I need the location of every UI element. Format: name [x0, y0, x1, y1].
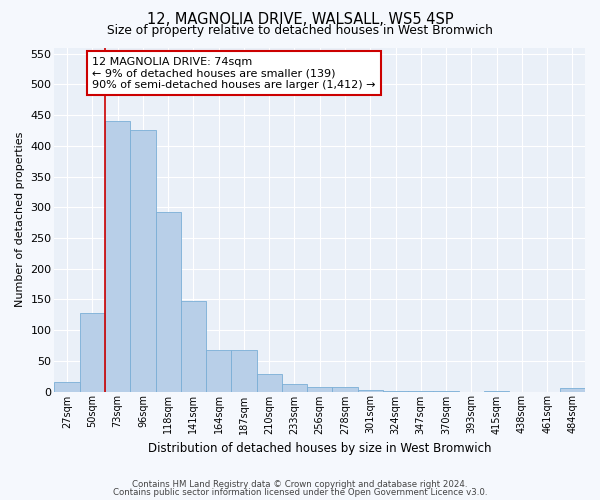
Bar	[383, 391, 408, 392]
Bar	[484, 391, 509, 392]
Bar	[358, 390, 383, 392]
Text: Contains HM Land Registry data © Crown copyright and database right 2024.: Contains HM Land Registry data © Crown c…	[132, 480, 468, 489]
Bar	[105, 121, 130, 392]
Bar	[130, 130, 155, 392]
X-axis label: Distribution of detached houses by size in West Bromwich: Distribution of detached houses by size …	[148, 442, 491, 455]
Bar	[307, 386, 332, 392]
Bar	[155, 212, 181, 392]
Bar	[332, 386, 358, 392]
Bar	[257, 374, 282, 392]
Text: Size of property relative to detached houses in West Bromwich: Size of property relative to detached ho…	[107, 24, 493, 37]
Bar	[282, 384, 307, 392]
Bar	[408, 391, 433, 392]
Bar	[232, 350, 257, 392]
Text: 12 MAGNOLIA DRIVE: 74sqm
← 9% of detached houses are smaller (139)
90% of semi-d: 12 MAGNOLIA DRIVE: 74sqm ← 9% of detache…	[92, 56, 376, 90]
Bar	[206, 350, 232, 392]
Bar	[560, 388, 585, 392]
Text: 12, MAGNOLIA DRIVE, WALSALL, WS5 4SP: 12, MAGNOLIA DRIVE, WALSALL, WS5 4SP	[146, 12, 454, 28]
Bar	[433, 391, 458, 392]
Bar	[80, 313, 105, 392]
Y-axis label: Number of detached properties: Number of detached properties	[15, 132, 25, 307]
Bar	[181, 301, 206, 392]
Bar	[55, 382, 80, 392]
Text: Contains public sector information licensed under the Open Government Licence v3: Contains public sector information licen…	[113, 488, 487, 497]
